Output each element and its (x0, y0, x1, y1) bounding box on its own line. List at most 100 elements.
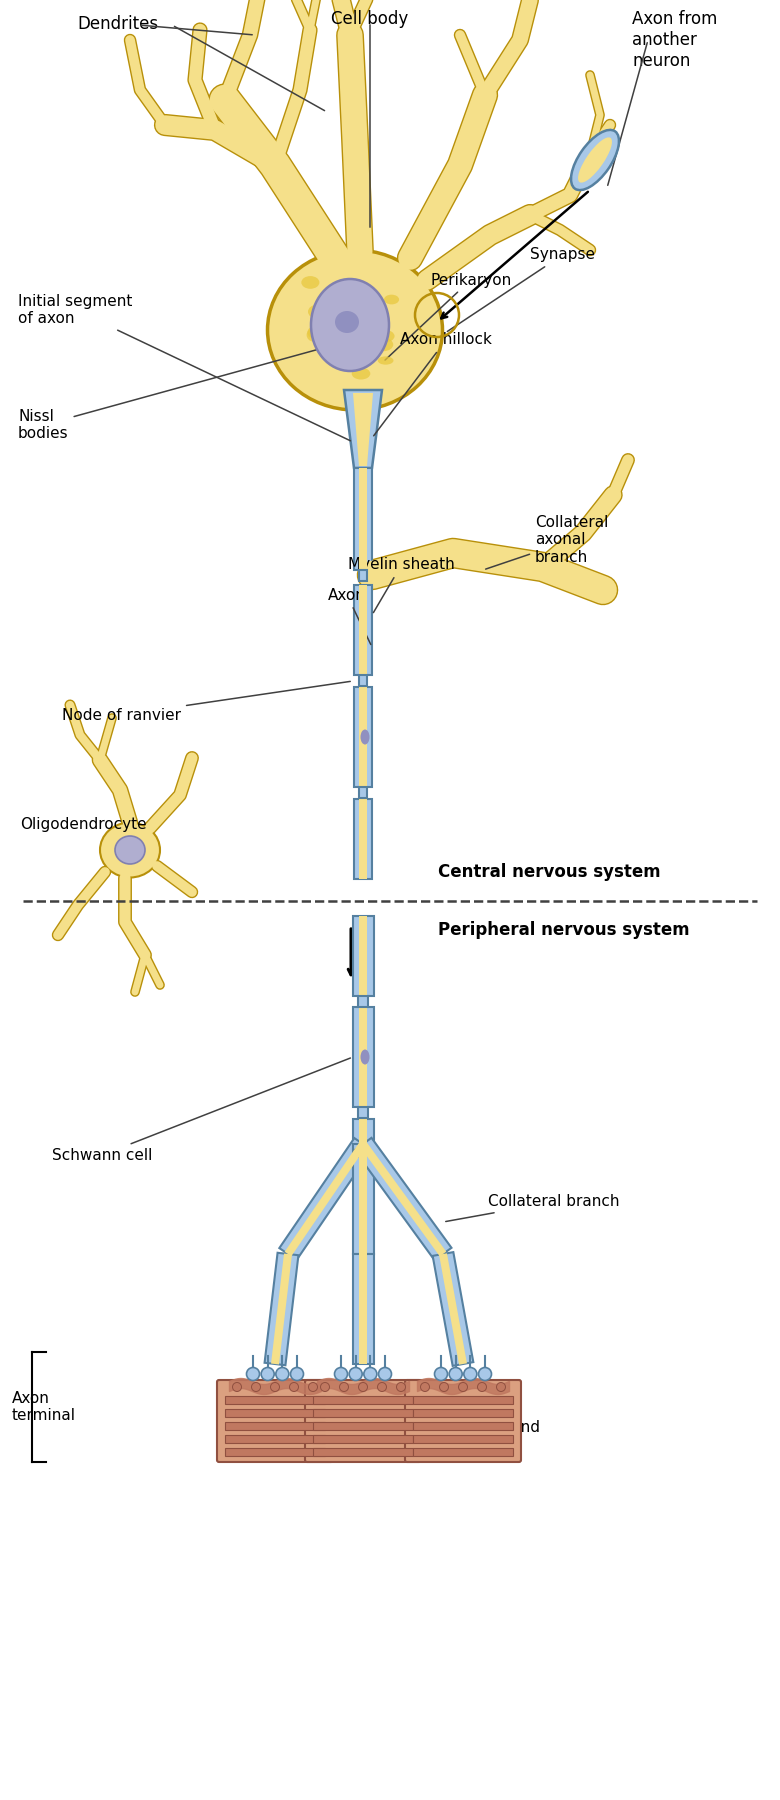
Ellipse shape (339, 292, 357, 302)
Polygon shape (264, 1253, 299, 1364)
Polygon shape (413, 1447, 513, 1456)
Circle shape (251, 1382, 261, 1391)
Ellipse shape (434, 1368, 448, 1381)
Ellipse shape (363, 293, 378, 302)
Text: Cell body: Cell body (332, 11, 409, 29)
Ellipse shape (352, 367, 370, 380)
Polygon shape (353, 1120, 374, 1145)
Polygon shape (313, 1397, 413, 1404)
Polygon shape (354, 1138, 452, 1260)
Ellipse shape (276, 1368, 289, 1381)
Polygon shape (359, 1120, 367, 1145)
Polygon shape (360, 1141, 446, 1256)
Polygon shape (359, 799, 367, 878)
Polygon shape (359, 1255, 367, 1364)
Polygon shape (359, 916, 367, 995)
Text: Dendrites: Dendrites (77, 14, 158, 32)
Ellipse shape (335, 311, 359, 333)
Circle shape (477, 1382, 487, 1391)
Text: Myelin sheath: Myelin sheath (348, 558, 455, 612)
Text: Initial segment
of axon: Initial segment of axon (18, 293, 350, 441)
Circle shape (420, 1382, 430, 1391)
Circle shape (378, 1382, 387, 1391)
Ellipse shape (308, 304, 326, 319)
Ellipse shape (360, 1049, 370, 1064)
Polygon shape (359, 585, 367, 675)
Polygon shape (354, 585, 372, 675)
Text: Axon: Axon (328, 587, 370, 644)
Text: Axon from
another
neuron: Axon from another neuron (632, 11, 718, 70)
Ellipse shape (384, 295, 399, 304)
Polygon shape (413, 1435, 513, 1444)
Circle shape (396, 1382, 406, 1391)
Text: Peripheral nervous system: Peripheral nervous system (438, 922, 690, 940)
Polygon shape (353, 1255, 374, 1364)
Text: Perikaryon: Perikaryon (385, 272, 511, 360)
Ellipse shape (378, 356, 393, 365)
Polygon shape (359, 1006, 367, 1107)
Polygon shape (359, 675, 367, 686)
Circle shape (339, 1382, 349, 1391)
Ellipse shape (360, 729, 370, 745)
Circle shape (439, 1382, 448, 1391)
Polygon shape (225, 1435, 325, 1444)
FancyBboxPatch shape (405, 1381, 521, 1462)
Text: Motor end
plates: Motor end plates (462, 1417, 540, 1453)
FancyBboxPatch shape (217, 1381, 333, 1462)
Circle shape (497, 1382, 505, 1391)
Polygon shape (439, 1253, 467, 1364)
FancyBboxPatch shape (305, 1381, 421, 1462)
Text: Node of ranvier: Node of ranvier (62, 682, 350, 722)
Ellipse shape (349, 1368, 362, 1381)
Polygon shape (413, 1409, 513, 1417)
Polygon shape (353, 1145, 374, 1255)
Polygon shape (413, 1422, 513, 1429)
Polygon shape (433, 1253, 473, 1366)
Polygon shape (359, 569, 367, 580)
Text: Collateral
axonal
branch: Collateral axonal branch (486, 515, 608, 569)
Circle shape (271, 1382, 279, 1391)
Ellipse shape (449, 1368, 463, 1381)
Circle shape (321, 1382, 329, 1391)
Text: Synapse: Synapse (447, 247, 595, 331)
Ellipse shape (363, 1368, 377, 1381)
Text: Collateral branch: Collateral branch (445, 1195, 619, 1222)
Polygon shape (313, 1435, 413, 1444)
Ellipse shape (301, 275, 319, 288)
Circle shape (359, 1382, 367, 1391)
Ellipse shape (268, 250, 442, 410)
Polygon shape (225, 1397, 325, 1404)
Polygon shape (271, 1253, 292, 1364)
Polygon shape (353, 392, 373, 466)
Ellipse shape (290, 1368, 303, 1381)
Polygon shape (313, 1409, 413, 1417)
Ellipse shape (478, 1368, 491, 1381)
Ellipse shape (571, 130, 619, 191)
Ellipse shape (115, 835, 145, 864)
Polygon shape (353, 1006, 374, 1107)
Text: Oligodendrocyte: Oligodendrocyte (20, 817, 147, 832)
Polygon shape (313, 1422, 413, 1429)
Polygon shape (354, 799, 372, 878)
Ellipse shape (376, 329, 395, 342)
Text: Axon
terminal: Axon terminal (12, 1391, 76, 1424)
Polygon shape (354, 688, 372, 787)
Ellipse shape (374, 338, 393, 351)
Text: Nissl
bodies: Nissl bodies (18, 349, 321, 441)
Polygon shape (413, 1397, 513, 1404)
Circle shape (289, 1382, 299, 1391)
Text: Central nervous system: Central nervous system (438, 862, 661, 880)
Ellipse shape (578, 137, 612, 182)
Ellipse shape (464, 1368, 477, 1381)
Ellipse shape (246, 1368, 260, 1381)
Polygon shape (225, 1447, 325, 1456)
Polygon shape (358, 1107, 367, 1118)
Ellipse shape (100, 823, 160, 878)
Ellipse shape (311, 279, 389, 371)
Ellipse shape (307, 326, 321, 338)
Text: Axon hillock: Axon hillock (374, 333, 492, 436)
Polygon shape (359, 468, 367, 571)
Ellipse shape (261, 1368, 274, 1381)
Polygon shape (359, 1145, 367, 1255)
Circle shape (309, 1382, 317, 1391)
